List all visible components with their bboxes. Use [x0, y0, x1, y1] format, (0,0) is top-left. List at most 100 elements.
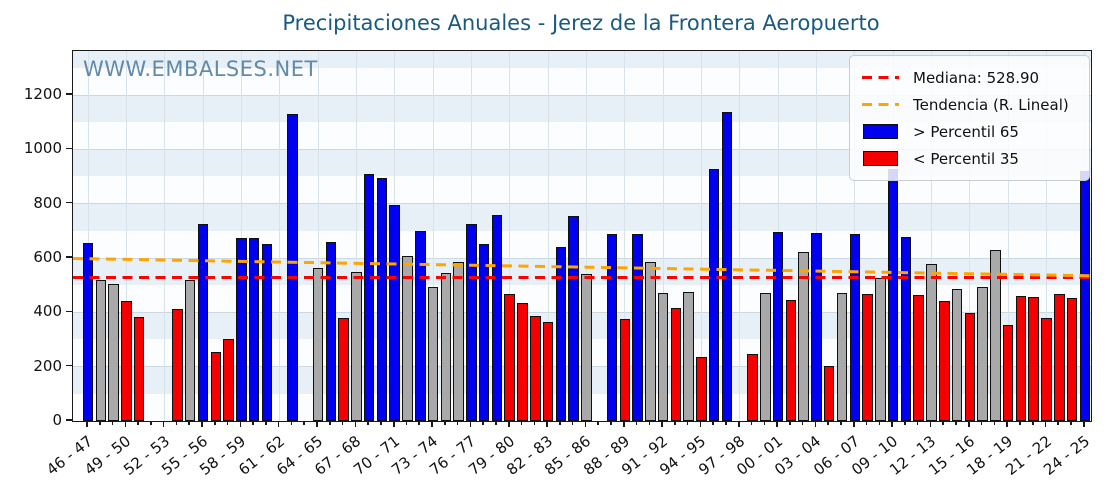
bar-58-59: [236, 237, 247, 421]
vgridline: [930, 51, 932, 421]
x-tick-major: [354, 421, 357, 428]
bar-92-93: [670, 308, 682, 421]
x-tick-minor: [571, 421, 574, 425]
vgridline: [432, 51, 434, 421]
bar-20-21: [1028, 296, 1039, 421]
bar-71-72: [402, 256, 413, 421]
x-tick-major: [239, 421, 242, 428]
vgridline: [125, 51, 127, 421]
x-tick-minor: [303, 421, 306, 425]
y-tick: [66, 256, 72, 258]
bars-layer: [73, 51, 1091, 421]
bar-03-04: [811, 233, 822, 421]
x-tick-major: [507, 421, 510, 428]
vgridline: [662, 51, 664, 421]
x-tick-major: [622, 421, 625, 428]
bar-64-65: [312, 267, 324, 421]
x-tick-major: [201, 421, 203, 428]
x-tick-minor: [789, 421, 791, 425]
x-tick-minor: [456, 421, 459, 425]
bar-19-20: [1015, 295, 1027, 421]
legend-item-trend: Tendencia (R. Lineal): [862, 91, 1079, 118]
bar-46-47: [82, 243, 94, 421]
vgridline: [87, 51, 89, 421]
x-tick-minor: [380, 421, 382, 425]
median-line: [73, 275, 1091, 279]
vgridline: [969, 51, 971, 421]
x-tick-major: [1083, 421, 1085, 428]
vgridline: [700, 51, 702, 421]
x-tick-minor: [418, 421, 421, 425]
x-tick-minor: [98, 421, 101, 425]
bar-13-14: [939, 300, 950, 421]
x-tick-minor: [1031, 421, 1034, 425]
x-tick-minor: [980, 421, 983, 425]
x-tick-minor: [878, 421, 881, 425]
bar-57-58: [223, 338, 234, 421]
bar-80-81: [517, 302, 528, 421]
bar-48-49: [108, 283, 119, 421]
legend-median-label: Mediana: 528.90: [913, 68, 1040, 87]
y-tick: [66, 364, 72, 367]
x-tick-minor: [341, 421, 344, 425]
y-tick: [66, 419, 72, 421]
bar-14-15: [951, 288, 963, 421]
x-tick-minor: [444, 421, 446, 425]
hgridline: [73, 257, 1091, 259]
shade-band: [73, 51, 1091, 68]
bar-66-67: [338, 318, 349, 421]
hgridline: [73, 203, 1091, 205]
bar-15-16: [964, 313, 976, 421]
hgridline: [73, 148, 1091, 150]
x-tick-major: [546, 421, 548, 428]
trend-dash-icon: [862, 103, 899, 106]
vgridline: [585, 51, 587, 421]
x-tick-major: [891, 421, 893, 428]
bar-22-23: [1054, 294, 1065, 421]
x-tick-major: [162, 421, 165, 428]
legend-item-p65: > Percentil 65: [862, 118, 1079, 145]
x-tick-minor: [712, 421, 714, 425]
x-tick-minor: [137, 421, 139, 425]
y-tick-label: 600: [33, 248, 62, 266]
x-tick-minor: [188, 421, 191, 425]
y-tick-label: 1000: [23, 139, 62, 158]
bar-60-61: [261, 244, 273, 421]
x-tick-major: [124, 421, 127, 428]
bar-96-97: [721, 112, 733, 421]
bar-07-08: [862, 294, 873, 421]
x-tick-major: [86, 421, 88, 428]
vgridline: [509, 51, 511, 421]
x-tick-minor: [1070, 421, 1072, 425]
y-tick-label: 200: [33, 356, 62, 375]
y-tick-label: 1200: [23, 85, 62, 103]
bar-95-96: [708, 169, 720, 421]
red-swatch-icon: [862, 151, 899, 166]
x-tick-minor: [495, 421, 497, 425]
x-tick-minor: [840, 421, 842, 425]
x-tick-major: [1006, 421, 1008, 428]
x-tick-minor: [942, 421, 945, 425]
vgridline: [1007, 51, 1009, 421]
x-tick-minor: [150, 421, 152, 425]
bar-50-51: [133, 317, 145, 421]
bar-65-66: [325, 241, 337, 421]
x-tick-minor: [252, 421, 254, 425]
bar-72-73: [415, 230, 426, 421]
bar-79-80: [504, 294, 515, 421]
x-tick-minor: [329, 421, 331, 425]
vgridline: [547, 51, 549, 421]
bar-17-18: [990, 249, 1001, 421]
vgridline: [1046, 51, 1047, 421]
bar-98-99: [747, 353, 758, 421]
x-tick-minor: [916, 421, 919, 425]
x-tick-minor: [1057, 421, 1060, 425]
bar-23-24: [1066, 298, 1078, 421]
bar-94-95: [696, 356, 707, 421]
x-tick-minor: [367, 421, 369, 425]
bar-06-07: [849, 233, 861, 421]
x-tick-minor: [482, 421, 484, 425]
vgridline: [355, 51, 357, 421]
x-tick-major: [277, 421, 280, 428]
